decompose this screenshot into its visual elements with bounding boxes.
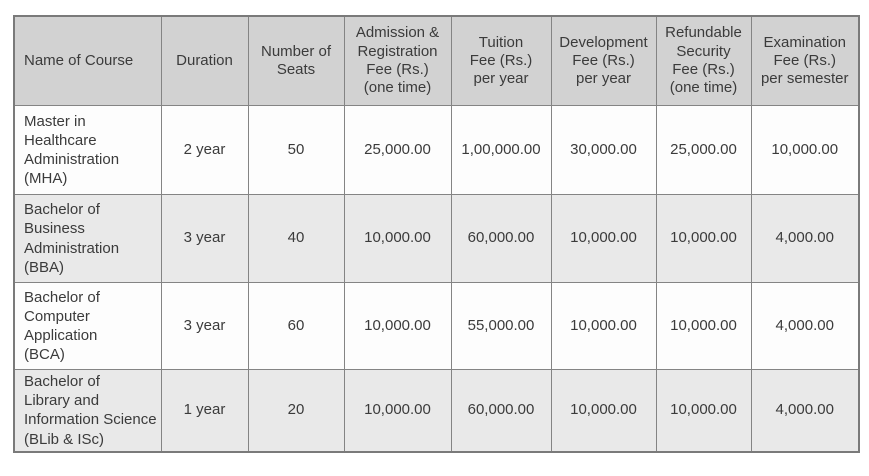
- cell-tuition-fee: 55,000.00: [450, 282, 552, 370]
- table-row-bba: Bachelor of Business Administration (BBA…: [13, 194, 860, 283]
- cell-refundable-security-fee: 25,000.00: [655, 105, 752, 195]
- column-header-development-fee: Development Fee (Rs.) per year: [550, 15, 657, 106]
- cell-admission-registration-fee: 25,000.00: [343, 105, 452, 195]
- cell-duration: 1 year: [160, 368, 249, 453]
- column-header-examination-fee: Examination Fee (Rs.) per semester: [750, 15, 860, 106]
- cell-number-of-seats: 60: [247, 282, 345, 370]
- cell-duration: 3 year: [160, 282, 249, 370]
- cell-course-name: Bachelor of Library and Information Scie…: [13, 368, 162, 453]
- column-header-duration: Duration: [160, 15, 249, 106]
- table-row-bca: Bachelor of Computer Application (BCA) 3…: [13, 282, 860, 370]
- cell-examination-fee: 4,000.00: [750, 282, 860, 370]
- column-header-admission-registration-fee: Admission & Registration Fee (Rs.) (one …: [343, 15, 452, 106]
- cell-development-fee: 30,000.00: [550, 105, 657, 195]
- cell-duration: 3 year: [160, 194, 249, 283]
- cell-examination-fee: 4,000.00: [750, 368, 860, 453]
- cell-course-name: Bachelor of Computer Application (BCA): [13, 282, 162, 370]
- cell-admission-registration-fee: 10,000.00: [343, 282, 452, 370]
- cell-refundable-security-fee: 10,000.00: [655, 368, 752, 453]
- cell-examination-fee: 4,000.00: [750, 194, 860, 283]
- table-row-mha: Master in Healthcare Administration (MHA…: [13, 105, 860, 195]
- column-header-tuition-fee: Tuition Fee (Rs.) per year: [450, 15, 552, 106]
- cell-development-fee: 10,000.00: [550, 368, 657, 453]
- table-row-blib-isc: Bachelor of Library and Information Scie…: [13, 368, 860, 453]
- cell-number-of-seats: 50: [247, 105, 345, 195]
- column-header-number-of-seats: Number of Seats: [247, 15, 345, 106]
- cell-examination-fee: 10,000.00: [750, 105, 860, 195]
- column-header-refundable-security-fee: Refundable Security Fee (Rs.) (one time): [655, 15, 752, 106]
- fee-structure-table: Name of Course Duration Number of Seats …: [13, 15, 860, 453]
- cell-development-fee: 10,000.00: [550, 194, 657, 283]
- cell-tuition-fee: 60,000.00: [450, 368, 552, 453]
- cell-tuition-fee: 60,000.00: [450, 194, 552, 283]
- cell-number-of-seats: 20: [247, 368, 345, 453]
- cell-admission-registration-fee: 10,000.00: [343, 194, 452, 283]
- cell-number-of-seats: 40: [247, 194, 345, 283]
- header-row: Name of Course Duration Number of Seats …: [13, 15, 860, 106]
- cell-refundable-security-fee: 10,000.00: [655, 282, 752, 370]
- cell-course-name: Master in Healthcare Administration (MHA…: [13, 105, 162, 195]
- cell-admission-registration-fee: 10,000.00: [343, 368, 452, 453]
- cell-tuition-fee: 1,00,000.00: [450, 105, 552, 195]
- column-header-name-of-course: Name of Course: [13, 15, 162, 106]
- cell-refundable-security-fee: 10,000.00: [655, 194, 752, 283]
- cell-course-name: Bachelor of Business Administration (BBA…: [13, 194, 162, 283]
- cell-development-fee: 10,000.00: [550, 282, 657, 370]
- cell-duration: 2 year: [160, 105, 249, 195]
